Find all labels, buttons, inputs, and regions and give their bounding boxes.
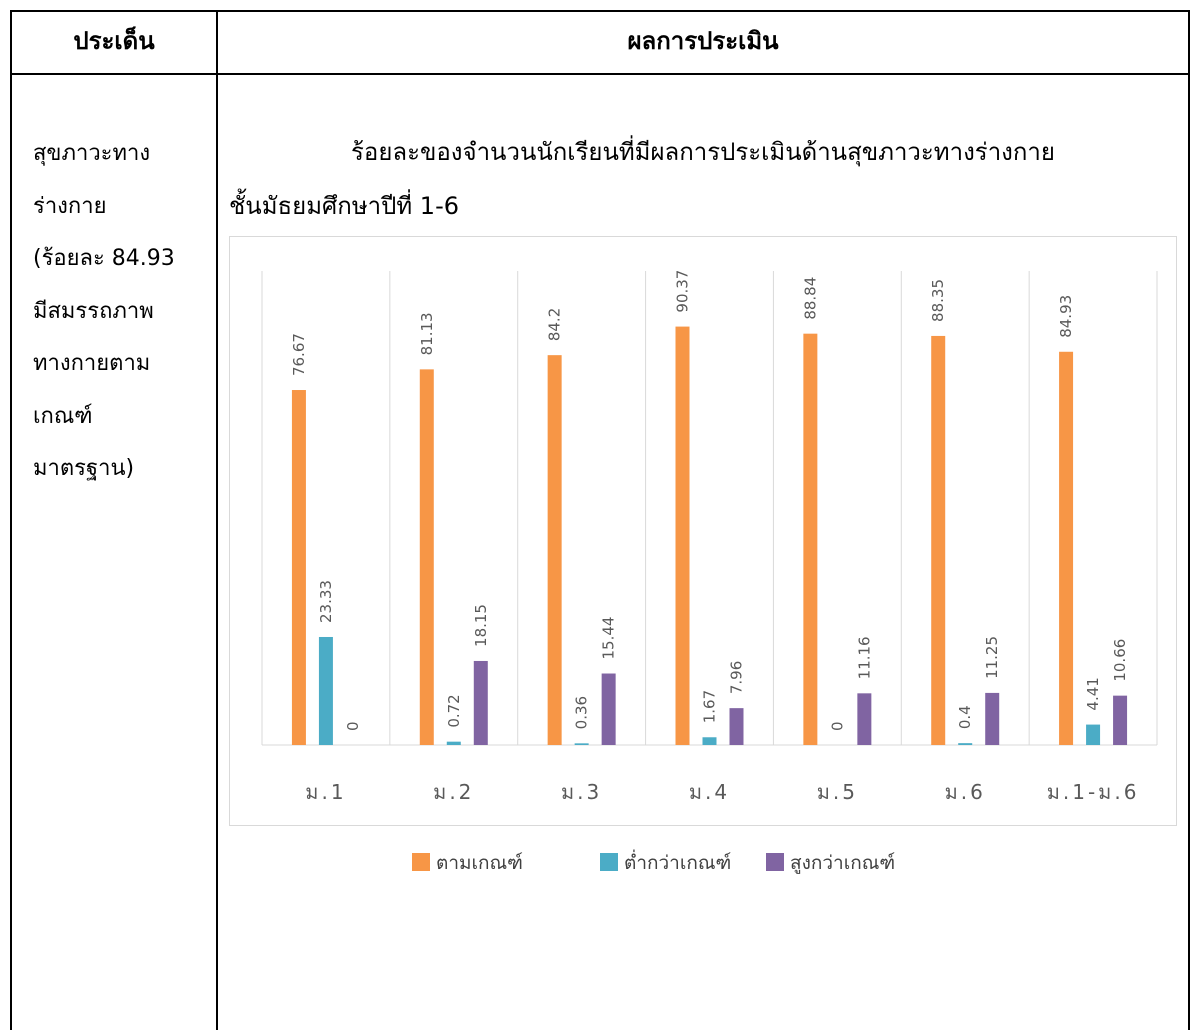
bar	[446, 741, 461, 745]
header-topic: ประเด็น	[73, 27, 155, 55]
bar	[1113, 695, 1128, 745]
data-label: 0.72	[445, 694, 463, 727]
table-header-divider	[10, 73, 1190, 75]
data-label: 90.37	[674, 270, 692, 313]
bar	[931, 335, 946, 745]
chart-legend: ตามเกณฑ์ ต่ำกว่าเกณฑ์ สูงกว่าเกณฑ์	[412, 849, 895, 874]
data-label: 84.93	[1057, 295, 1075, 338]
legend-label: ตามเกณฑ์	[436, 852, 523, 874]
table-column-divider	[216, 10, 218, 1030]
data-label: 23.33	[317, 580, 335, 623]
bar	[729, 708, 744, 745]
data-label: 0	[828, 721, 846, 731]
data-label: 81.13	[418, 312, 436, 355]
x-tick-label: ม.2	[433, 780, 474, 804]
bar	[702, 737, 717, 745]
x-tick-label: ม.3	[561, 780, 602, 804]
data-label: 15.44	[600, 617, 618, 660]
legend-swatch	[600, 853, 618, 871]
header-result: ผลการประเมิน	[627, 27, 779, 55]
chart-frame: 76.67 23.33 0 ม.1 81.13 0.72 18.15 ม.2 84.2 0.36 1…	[229, 236, 1177, 826]
topic-description: สุขภาวะทาง ร่างกาย (ร้อยละ 84.93 มีสมรรถ…	[33, 128, 213, 496]
bar	[803, 333, 818, 745]
data-label: 11.25	[983, 636, 1001, 679]
topic-line: ทางกายตาม	[33, 351, 151, 376]
legend-label: ต่ำกว่าเกณฑ์	[624, 849, 731, 874]
bar	[985, 692, 1000, 745]
topic-line: มาตรฐาน)	[33, 456, 135, 481]
data-label: 1.67	[701, 690, 719, 723]
bar	[1059, 351, 1074, 745]
legend-swatch	[412, 853, 430, 871]
x-tick-label: ม.4	[689, 780, 730, 804]
x-tick-label: ม.1-ม.6	[1047, 780, 1140, 804]
data-label: 0.36	[573, 696, 591, 729]
bar	[574, 743, 589, 745]
chart-heading-line2: ชั้นมัธยมศึกษาปีที่ 1-6	[229, 192, 459, 220]
legend-swatch	[766, 853, 784, 871]
topic-line: ร่างกาย	[33, 193, 107, 219]
bar-chart: 76.67 23.33 0 ม.1 81.13 0.72 18.15 ม.2 84.2 0.36 1…	[261, 270, 1158, 804]
data-label: 18.15	[472, 604, 490, 647]
data-label: 0.4	[956, 705, 974, 729]
bar	[1086, 724, 1101, 745]
data-label: 10.66	[1111, 639, 1129, 682]
bar	[291, 390, 306, 745]
data-label: 76.67	[290, 333, 308, 376]
data-label: 0	[344, 721, 362, 731]
bar	[675, 326, 690, 745]
topic-line: (ร้อยละ 84.93	[33, 246, 175, 271]
bar	[419, 369, 434, 745]
assessment-table	[10, 10, 1190, 1030]
data-label: 11.16	[855, 636, 873, 679]
topic-line: มีสมรรถภาพ	[33, 298, 154, 324]
bar	[318, 636, 333, 745]
data-label: 7.96	[728, 661, 746, 694]
x-tick-label: ม.1	[305, 780, 346, 804]
data-label: 88.35	[929, 279, 947, 322]
topic-line: เกณฑ์	[33, 403, 93, 429]
bar	[473, 660, 488, 745]
legend-label: สูงกว่าเกณฑ์	[790, 852, 895, 874]
bar	[857, 693, 872, 745]
x-tick-label: ม.5	[817, 780, 858, 804]
bar	[601, 673, 616, 745]
data-label: 84.2	[546, 308, 564, 341]
chart-heading-line1: ร้อยละของจำนวนนักเรียนที่มีผลการประเมินด…	[351, 138, 1055, 166]
topic-line: สุขภาวะทาง	[33, 141, 151, 166]
data-label: 88.84	[801, 277, 819, 320]
x-tick-label: ม.6	[945, 780, 986, 804]
bar	[547, 355, 562, 745]
data-label: 4.41	[1084, 677, 1102, 710]
bar	[958, 743, 973, 745]
